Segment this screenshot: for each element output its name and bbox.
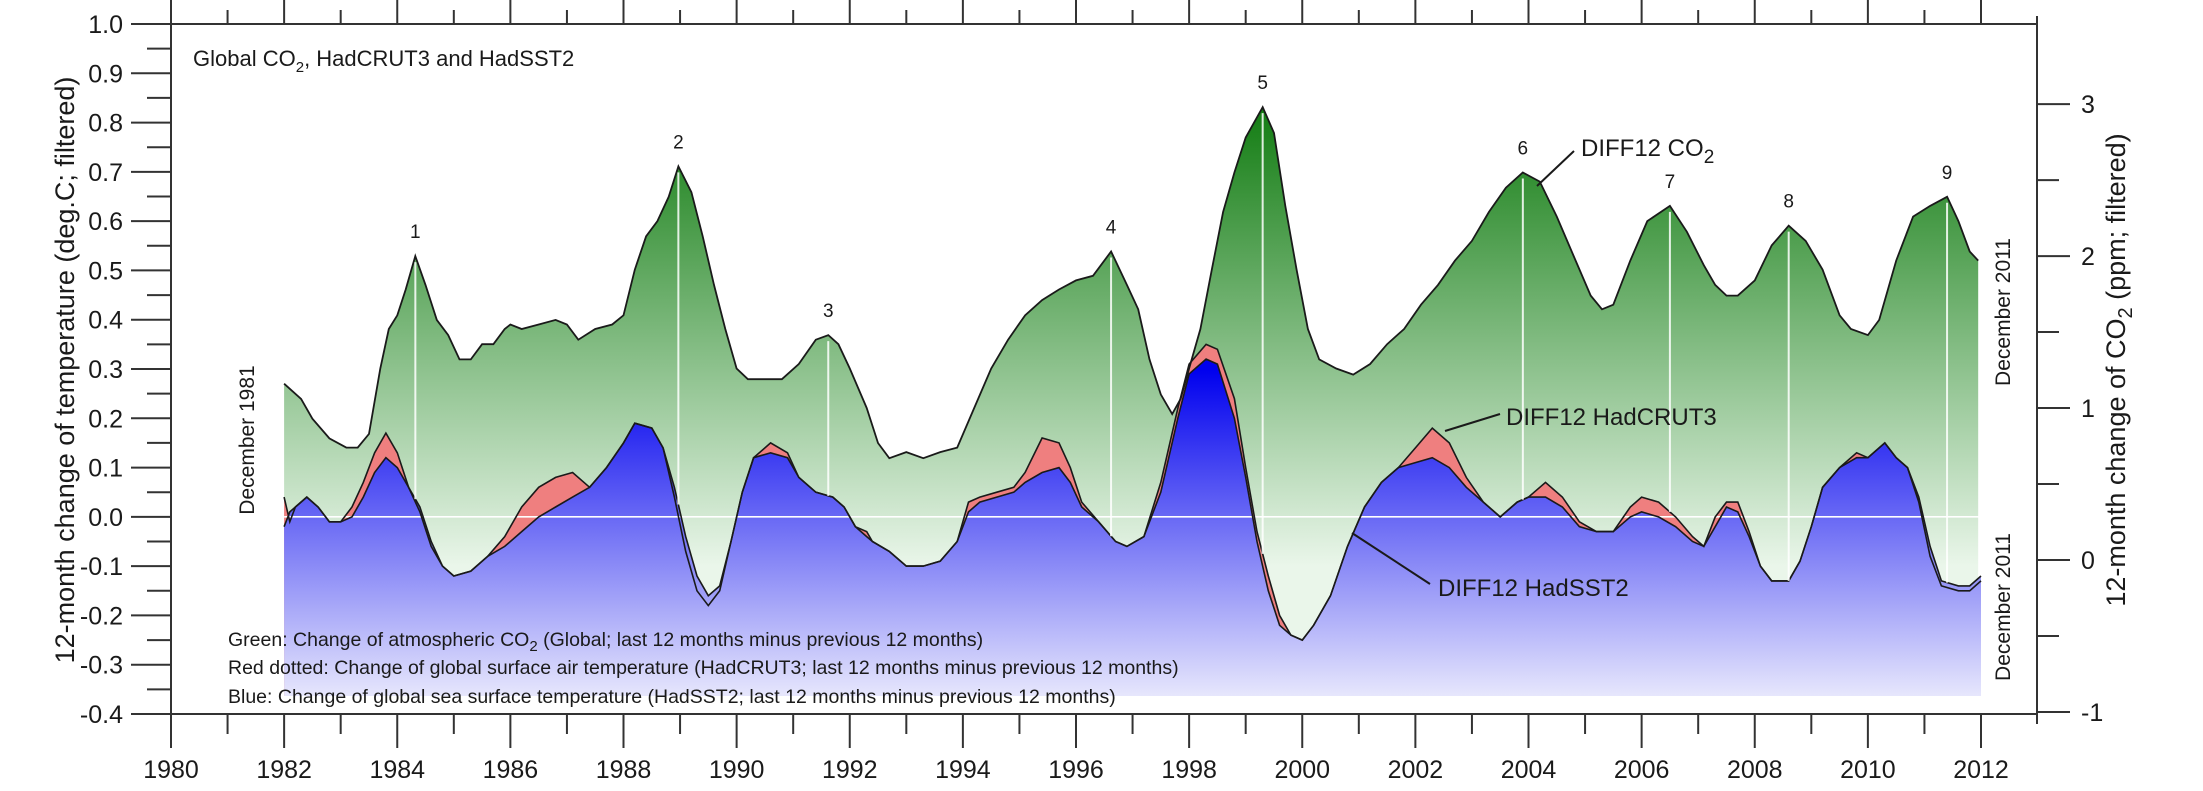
y-tick-label: -0.3 — [80, 652, 123, 680]
co2-series-label: DIFF12 CO2 — [1581, 135, 1714, 168]
x-tick-label: 1986 — [483, 756, 539, 784]
start-date-label: December 1981 — [236, 365, 259, 514]
y-tick-label: -0.4 — [80, 701, 123, 729]
crut-series-label: DIFF12 HadCRUT3 — [1506, 404, 1717, 431]
y-tick-label-right: 2 — [2081, 243, 2095, 271]
x-tick-label: 2010 — [1840, 756, 1896, 784]
y-axis-title-left: 12-month change of temperature (deg.C; f… — [50, 77, 80, 664]
x-tick-label: 2002 — [1388, 756, 1444, 784]
x-tick-label: 1996 — [1048, 756, 1104, 784]
y-tick-label: -0.1 — [80, 553, 123, 581]
y-tick-label-right: 3 — [2081, 91, 2095, 119]
x-tick-label: 2006 — [1614, 756, 1670, 784]
end-date-label-co2: December 2011 — [1992, 238, 2015, 386]
x-tick-label: 2008 — [1727, 756, 1783, 784]
co2-line — [283, 105, 1979, 460]
peak-label-6: 6 — [1518, 138, 1529, 159]
y-tick-label: 0.6 — [88, 208, 123, 236]
x-tick-label: 1990 — [709, 756, 765, 784]
y-tick-label-right: 1 — [2081, 395, 2095, 423]
tick-labels: 1980 1982 1984 1986 1988 1990 1992 1994 1996 1998… — [80, 11, 2103, 784]
y-tick-label: 0.0 — [88, 504, 123, 532]
sst-series-label: DIFF12 HadSST2 — [1438, 575, 1629, 602]
hadsst2-area — [284, 359, 1982, 696]
x-tick-label: 2000 — [1274, 756, 1330, 784]
peak-label-5: 5 — [1257, 73, 1268, 94]
peak-label-9: 9 — [1942, 163, 1953, 184]
legend: Green: Change of atmospheric CO2 (Global… — [228, 629, 1179, 708]
y-tick-label: 0.2 — [88, 405, 123, 433]
x-tick-label: 2012 — [1953, 756, 2009, 784]
peak-labels: 1 2 3 4 5 6 7 8 9 — [410, 73, 1952, 322]
y-tick-label: -0.2 — [80, 602, 123, 630]
x-tick-label: 1992 — [822, 756, 878, 784]
sst-label-leader — [1351, 532, 1431, 585]
y-tick-label: 0.9 — [88, 60, 123, 88]
legend-item-green: Green: Change of atmospheric CO2 (Global… — [228, 629, 983, 655]
y-tick-label-right: -1 — [2081, 699, 2103, 727]
legend-item-blue: Blue: Change of global sea surface tempe… — [228, 686, 1116, 708]
co2-label-leader — [1536, 150, 1575, 187]
chart-title: Global CO2, HadCRUT3 and HadSST2 — [193, 46, 574, 76]
peak-label-7: 7 — [1665, 172, 1676, 193]
peak-label-4: 4 — [1106, 218, 1117, 239]
y-tick-label: 0.3 — [88, 356, 123, 384]
legend-item-red: Red dotted: Change of global surface air… — [228, 657, 1179, 679]
y-tick-label: 0.8 — [88, 110, 123, 138]
crut-label-leader — [1444, 413, 1501, 432]
x-tick-label: 1994 — [935, 756, 991, 784]
peak-label-3: 3 — [823, 301, 834, 322]
x-tick-label: 1982 — [256, 756, 312, 784]
y-tick-label: 1.0 — [88, 11, 123, 39]
y-tick-label-right: 0 — [2081, 547, 2095, 575]
peak-label-1: 1 — [410, 222, 421, 243]
x-tick-label: 1980 — [143, 756, 199, 784]
plot-areas — [283, 105, 1982, 697]
peak-label-8: 8 — [1783, 192, 1794, 213]
y-tick-label: 0.1 — [88, 455, 123, 483]
end-date-label-temp: December 2011 — [1992, 533, 2015, 681]
x-tick-label: 1998 — [1161, 756, 1217, 784]
x-tick-label: 1988 — [596, 756, 652, 784]
y-tick-label: 0.5 — [88, 257, 123, 285]
peak-label-2: 2 — [673, 132, 684, 153]
y-axis-title-right: 12-month change of CO2 (ppm; filtered) — [2101, 133, 2137, 606]
y-tick-label: 0.4 — [88, 307, 123, 335]
peak-marker-lines — [414, 113, 1949, 583]
hadsst2-line — [283, 358, 1982, 642]
x-tick-label: 1984 — [369, 756, 425, 784]
axes — [131, 0, 2070, 748]
y-tick-label: 0.7 — [88, 159, 123, 187]
x-tick-label: 2004 — [1501, 756, 1557, 784]
